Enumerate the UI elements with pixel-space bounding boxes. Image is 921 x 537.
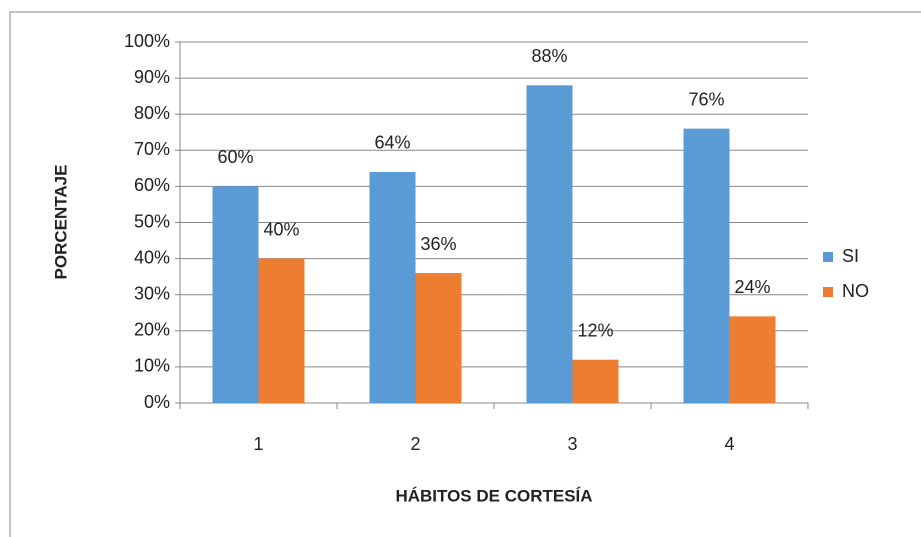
bar	[258, 258, 305, 403]
y-tick-label: 100%	[124, 31, 170, 51]
bar	[526, 85, 573, 403]
value-label: 76%	[688, 89, 724, 109]
bar	[415, 273, 462, 403]
value-label: 40%	[263, 219, 299, 239]
value-label: 24%	[734, 277, 770, 297]
chart-border	[9, 11, 921, 537]
y-tick-label: 90%	[134, 67, 170, 87]
x-tick-label: 2	[410, 434, 420, 454]
bar	[683, 128, 730, 403]
bar	[212, 186, 259, 403]
legend-label: SI	[842, 246, 859, 266]
y-axis-label: PORCENTAJE	[51, 165, 70, 280]
value-label: 60%	[217, 147, 253, 167]
value-label: 36%	[420, 234, 456, 254]
legend-swatch	[823, 252, 833, 262]
value-label: 12%	[577, 320, 613, 340]
legend-label: NO	[842, 281, 869, 301]
y-tick-label: 10%	[134, 356, 170, 376]
y-tick-label: 0%	[144, 392, 170, 412]
x-axis-label: HÁBITOS DE CORTESÍA	[395, 486, 592, 505]
y-tick-label: 70%	[134, 139, 170, 159]
y-tick-label: 20%	[134, 320, 170, 340]
bar	[729, 316, 776, 403]
legend-swatch	[823, 287, 833, 297]
y-tick-label: 50%	[134, 211, 170, 231]
value-label: 64%	[374, 133, 410, 153]
bar	[572, 359, 619, 403]
y-tick-label: 80%	[134, 103, 170, 123]
value-label: 88%	[531, 46, 567, 66]
x-tick-label: 3	[567, 434, 577, 454]
y-tick-label: 40%	[134, 247, 170, 267]
bar	[369, 171, 416, 403]
y-tick-label: 60%	[134, 175, 170, 195]
x-tick-label: 4	[724, 434, 734, 454]
x-tick-label: 1	[253, 434, 263, 454]
y-tick-label: 30%	[134, 283, 170, 303]
